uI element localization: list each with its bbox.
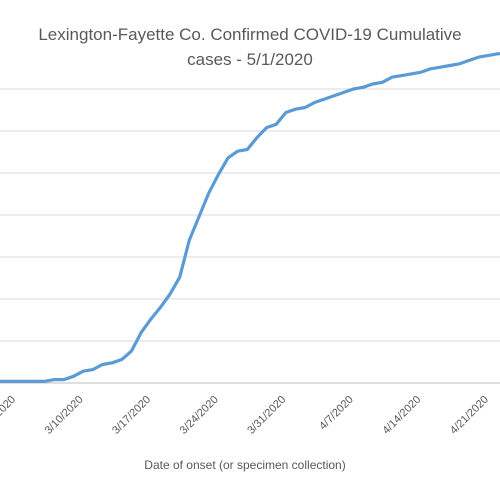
x-tick-label: 4/14/2020: [380, 394, 423, 437]
x-tick-labels: 3/3/2020 3/10/2020 3/17/2020 3/24/2020 3/31/…: [0, 394, 491, 437]
x-tick-label: 3/24/2020: [178, 394, 221, 437]
series-layer: [0, 52, 500, 383]
x-tick-label: 4/21/2020: [448, 394, 491, 437]
series-line: [0, 52, 500, 383]
x-tick-label: 3/31/2020: [245, 394, 288, 437]
x-tick-label: 3/10/2020: [43, 394, 86, 437]
x-axis-title: Date of onset (or specimen collection): [144, 458, 345, 472]
gridlines: [0, 88, 500, 384]
chart-title-line2: cases - 5/1/2020: [187, 50, 313, 69]
x-tick-label: 4/7/2020: [317, 394, 356, 433]
chart-title-line1: Lexington-Fayette Co. Confirmed COVID-19…: [38, 25, 461, 44]
x-tick-label: 3/3/2020: [0, 394, 18, 433]
x-tick-label: 3/17/2020: [110, 394, 153, 437]
